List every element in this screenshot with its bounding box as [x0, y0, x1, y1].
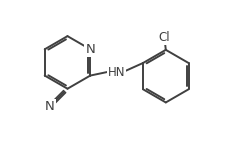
Text: HN: HN	[108, 66, 125, 79]
Text: N: N	[85, 43, 95, 56]
Text: Cl: Cl	[159, 31, 170, 44]
Text: N: N	[45, 100, 55, 113]
